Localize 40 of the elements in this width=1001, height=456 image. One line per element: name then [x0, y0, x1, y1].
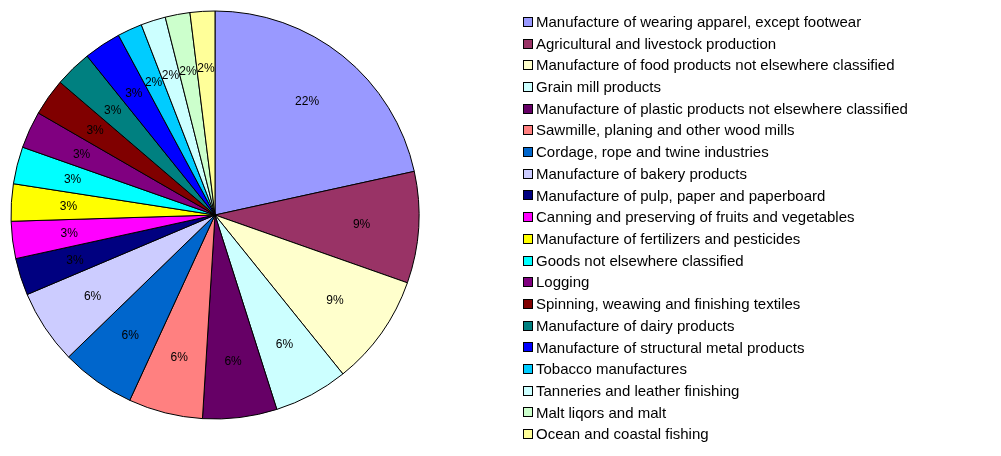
legend-label: Manufacture of fertilizers and pesticides	[536, 229, 801, 249]
data-label: 3%	[59, 198, 78, 213]
legend-label: Manufacture of food products not elsewhere classified	[536, 55, 895, 76]
data-label: 22%	[295, 93, 320, 108]
data-label: 2%	[144, 74, 163, 89]
data-label: 2%	[161, 68, 180, 83]
data-label: 2%	[197, 61, 215, 76]
legend-label: Canning and preserving of fruits and vegetables	[536, 207, 855, 228]
data-label: 3%	[104, 102, 122, 117]
data-label: 6%	[275, 337, 294, 352]
legend-label: Manufacture of plastic products not elsewhere classified	[536, 98, 908, 119]
legend-label: Malt liqors and malt	[536, 402, 667, 423]
legend-label: Goods not elsewhere classified	[536, 250, 744, 271]
legend-label: Spinning, weawing and finishing textiles	[536, 294, 801, 315]
data-label: 6%	[121, 327, 140, 342]
legend-label: Manufacture of wearing apparel, except footwear	[536, 11, 862, 32]
data-label: 9%	[352, 217, 371, 232]
legend-label: Sawmille, planing and other wood mills	[536, 120, 795, 141]
data-label: 2%	[179, 63, 198, 78]
data-label: 3%	[60, 226, 79, 241]
legend-label: Ocean and coastal fishing	[536, 424, 709, 445]
data-label: 3%	[66, 252, 85, 267]
legend-label: Manufacture of structural metal products	[536, 337, 805, 358]
data-label: 3%	[72, 146, 91, 161]
legend-label: Tanneries and leather finishing	[536, 380, 740, 401]
legend-label: Cordage, rope and twine industries	[536, 142, 769, 163]
legend-label: Agricultural and livestock production	[536, 33, 777, 54]
legend-label: Tobacco manufactures	[536, 359, 687, 380]
data-label: 9%	[326, 292, 344, 307]
data-label: 6%	[170, 350, 189, 365]
legend-label: Logging	[536, 272, 590, 293]
legend-label: Manufacture of dairy products	[536, 315, 735, 336]
data-label: 3%	[86, 123, 105, 138]
legend-label: Manufacture of bakery products	[536, 163, 747, 184]
data-label: 6%	[224, 353, 243, 368]
legend-label: Manufacture of pulp, paper and paperboard	[536, 185, 826, 206]
data-label: 3%	[125, 85, 143, 100]
data-label: 6%	[83, 289, 102, 304]
data-label: 3%	[63, 172, 82, 187]
legend-label: Grain mill products	[536, 77, 662, 98]
